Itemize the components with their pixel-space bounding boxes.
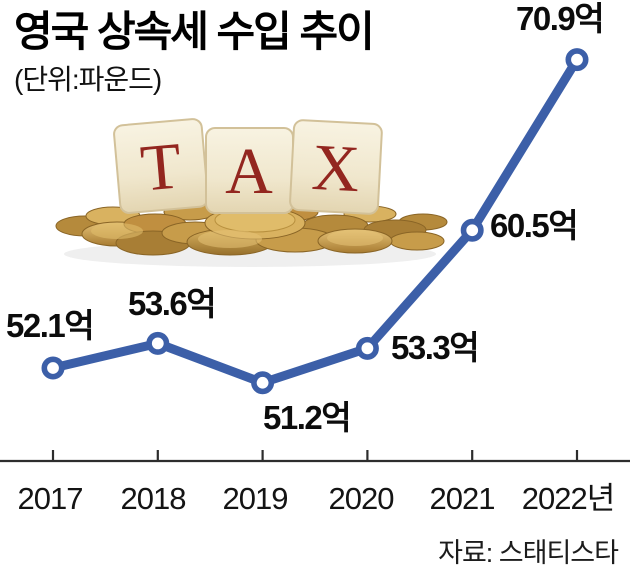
data-point-label: 70.9억	[516, 0, 605, 37]
series-line	[48, 55, 582, 388]
tax-blocks: T A X	[113, 118, 383, 215]
block-letter-t: T	[138, 129, 185, 205]
block-letter-a: A	[225, 135, 273, 208]
data-point-marker	[146, 331, 170, 355]
x-axis-label: 2019	[222, 481, 289, 516]
source-credit: 자료: 스태티스타	[438, 538, 619, 568]
data-point-label: 51.2억	[263, 399, 352, 436]
tax-coins-illustration: T A X	[55, 118, 448, 267]
data-point-label: 53.3억	[391, 329, 480, 366]
block-letter-x: X	[310, 131, 361, 206]
x-axis-label: 2022년	[521, 481, 615, 516]
data-point-marker	[565, 48, 589, 72]
data-point-marker	[251, 371, 275, 395]
x-axis-label: 2021	[429, 481, 496, 516]
x-axis-label: 2017	[17, 481, 84, 516]
gold-coins	[55, 202, 448, 256]
data-point-marker	[355, 336, 379, 360]
block-t: T	[113, 118, 209, 214]
x-axis-label: 2018	[120, 481, 187, 516]
data-point-marker	[460, 218, 484, 242]
x-axis-label: 2020	[328, 481, 395, 516]
data-point-label: 53.6억	[128, 285, 217, 322]
data-point-label: 60.5억	[490, 207, 579, 244]
data-point-label: 52.1억	[6, 307, 95, 344]
page-title: 영국 상속세 수입 추이	[14, 8, 375, 55]
block-x: X	[289, 119, 383, 215]
unit-label: (단위:파운드)	[14, 64, 162, 95]
block-a: A	[205, 127, 294, 214]
data-point-marker	[41, 356, 65, 380]
